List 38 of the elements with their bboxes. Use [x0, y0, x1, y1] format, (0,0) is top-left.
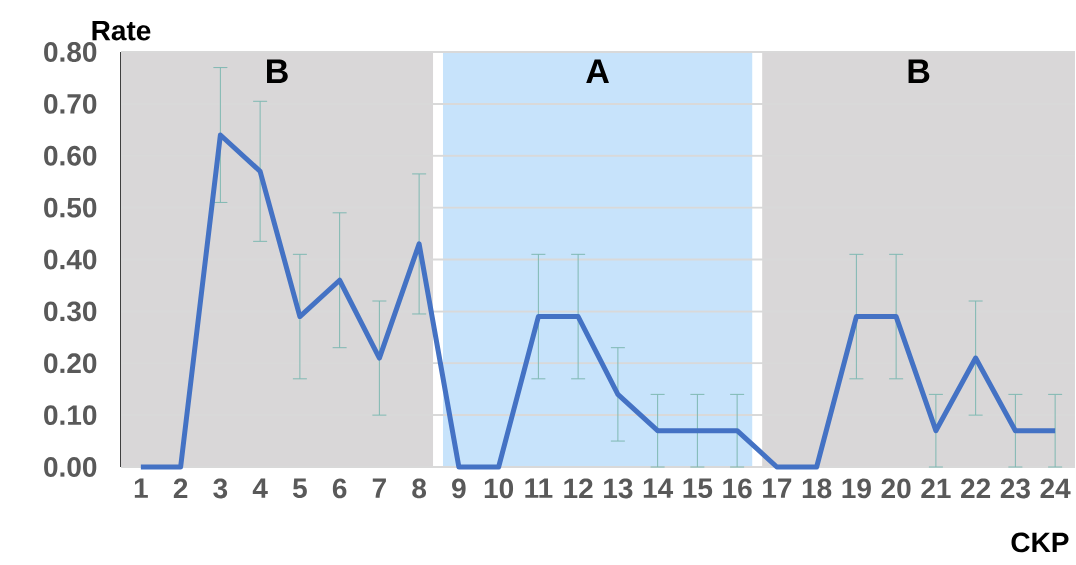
x-tick-label: 19 [842, 478, 871, 499]
y-tick-label: 0.80 [44, 42, 97, 62]
x-tick-label: 24 [1040, 478, 1071, 499]
y-tick-label: 0.60 [44, 145, 97, 166]
x-tick-label: 9 [452, 478, 466, 499]
x-tick-label: 18 [802, 478, 832, 499]
x-tick-label: 14 [643, 478, 674, 498]
x-tick-label: 23 [1000, 478, 1030, 499]
x-axis-title: CKP [1011, 532, 1069, 553]
y-tick-label: 0.70 [44, 93, 97, 114]
x-tick-label: 12 [564, 478, 593, 499]
y-axis-title: Rate [92, 20, 151, 41]
x-tick-label: 10 [484, 478, 514, 499]
x-tick-label: 16 [723, 478, 752, 499]
x-tick-label: 4 [252, 478, 268, 498]
y-tick-label: 0.10 [44, 405, 97, 426]
y-tick-label: 0.30 [44, 301, 97, 322]
x-tick-label: 13 [604, 478, 633, 499]
x-tick-label: 20 [881, 478, 911, 499]
y-tick-label: 0.20 [44, 353, 97, 374]
band-label: B [908, 59, 930, 83]
x-tick-label: 11 [525, 478, 553, 498]
band-label: B [267, 59, 288, 83]
y-tick-label: 0.50 [44, 197, 97, 218]
x-tick-label: 8 [412, 478, 427, 499]
x-tick-label: 6 [332, 478, 347, 499]
x-tick-label: 5 [292, 478, 307, 499]
x-tick-label: 22 [961, 478, 991, 499]
x-tick-label: 17 [763, 478, 792, 498]
x-tick-label: 2 [173, 478, 188, 499]
y-tick-label: 0.40 [44, 249, 97, 270]
x-tick-label: 15 [683, 478, 713, 499]
x-tick-label: 21 [921, 478, 951, 499]
y-tick-label: 0.00 [44, 457, 97, 477]
x-tick-label: 3 [213, 478, 228, 499]
x-tick-label: 7 [372, 478, 386, 498]
x-tick-label: 1 [134, 478, 148, 498]
band-label: A [586, 59, 609, 83]
